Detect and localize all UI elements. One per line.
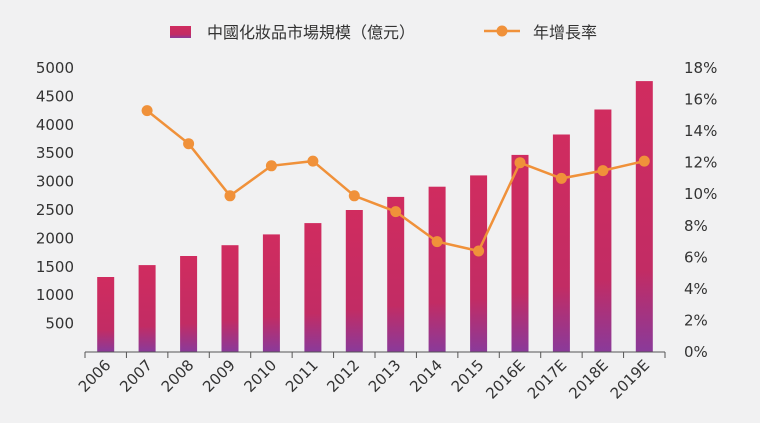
growth-point-2014 [431, 236, 443, 248]
bar-2018E [594, 109, 612, 352]
bar-2017E [552, 134, 570, 352]
x-tick-label: 2007 [116, 356, 156, 396]
growth-line-series [141, 105, 650, 257]
x-tick-label: 2006 [75, 356, 115, 396]
bar-2019E [635, 81, 653, 352]
x-tick-label: 2019E [607, 356, 653, 402]
y-left-tick-label: 1000 [36, 286, 74, 304]
y-right-tick-label: 8% [684, 217, 708, 235]
bar-series [97, 81, 653, 352]
bar-2007 [138, 265, 156, 352]
x-tick-label: 2009 [199, 356, 239, 396]
y-left-tick-label: 5000 [36, 59, 74, 77]
x-tick-label: 2014 [406, 356, 446, 396]
bar-2010 [262, 234, 280, 352]
legend-line-label: 年增長率 [533, 23, 597, 42]
y-left-tick-label: 1500 [36, 258, 74, 276]
x-tick-label: 2012 [323, 356, 363, 396]
bar-2016E [511, 154, 529, 352]
legend-bar-swatch [170, 26, 191, 38]
x-tick-label: 2010 [240, 356, 280, 396]
bar-2008 [180, 256, 198, 352]
y-left-tick-label: 4500 [36, 87, 74, 105]
growth-point-2018E [597, 165, 609, 177]
growth-point-2015 [473, 245, 485, 257]
x-tick-label: 2011 [282, 356, 322, 396]
bar-2015 [470, 175, 488, 352]
x-tick-label: 2018E [565, 356, 611, 402]
bar-2014 [428, 186, 446, 352]
growth-point-2017E [555, 172, 567, 184]
growth-point-2019E [638, 155, 650, 167]
x-tick-label: 2016E [482, 356, 528, 402]
growth-point-2016E [514, 157, 526, 169]
y-left-tick-label: 2000 [36, 229, 74, 247]
y-left-tick-label: 500 [45, 315, 74, 333]
legend-line-marker [496, 25, 508, 37]
growth-point-2008 [183, 138, 195, 150]
x-tick-label: 2013 [365, 356, 405, 396]
y-right-tick-label: 0% [684, 343, 708, 361]
y-right-tick-label: 16% [684, 91, 717, 109]
y-right-tick-label: 18% [684, 59, 717, 77]
growth-point-2012 [348, 190, 360, 202]
y-right-tick-label: 14% [684, 122, 717, 140]
x-tick-label: 2017E [524, 356, 570, 402]
growth-point-2009 [224, 190, 236, 202]
y-left-tick-label: 2500 [36, 201, 74, 219]
y-right-tick-label: 4% [684, 280, 708, 298]
y-left-tick-label: 3000 [36, 173, 74, 191]
bar-2009 [221, 245, 239, 352]
y-right-tick-label: 12% [684, 154, 717, 172]
legend: 中國化妝品市場規模（億元） 年增長率 [170, 23, 597, 42]
bar-2012 [345, 210, 363, 352]
growth-point-2010 [265, 160, 277, 172]
x-tick-label: 2008 [158, 356, 198, 396]
growth-point-2013 [390, 206, 402, 218]
growth-point-2007 [141, 105, 153, 117]
y-left-tick-label: 3500 [36, 144, 74, 162]
y-left-tick-label: 4000 [36, 116, 74, 134]
legend-bar-label: 中國化妝品市場規模（億元） [207, 23, 415, 42]
bar-2006 [97, 277, 115, 352]
y-right-tick-label: 2% [684, 311, 708, 329]
y-right-tick-label: 6% [684, 248, 708, 266]
growth-point-2011 [307, 155, 319, 167]
bar-2011 [304, 223, 322, 352]
bar-2013 [387, 196, 405, 352]
y-right-tick-label: 10% [684, 185, 717, 203]
axes: 2006 2007 2008 2009 2010 2011 2012 2013 2014 2015… [36, 59, 718, 403]
